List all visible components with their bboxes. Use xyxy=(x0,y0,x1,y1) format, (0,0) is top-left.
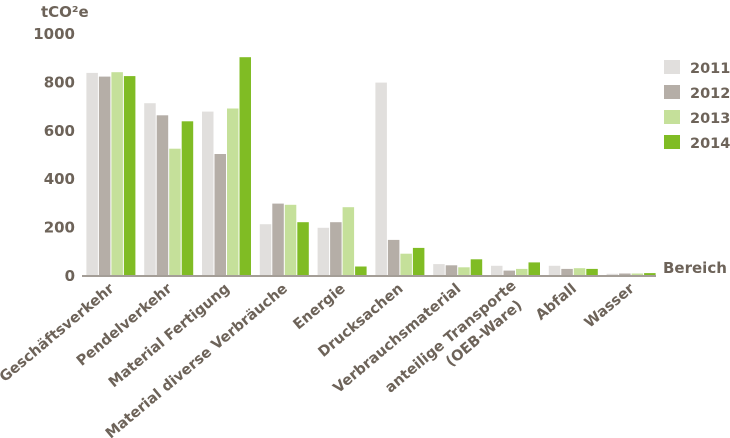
y-tick-label: 0 xyxy=(65,267,75,285)
bar-2012 xyxy=(561,268,573,275)
legend-swatch-2012 xyxy=(664,85,680,99)
bar-2011 xyxy=(433,264,445,275)
legend-label-2013: 2013 xyxy=(690,111,730,127)
bar-2014 xyxy=(412,247,425,275)
x-category-label: Abfall xyxy=(533,281,580,324)
bar-2013 xyxy=(516,268,528,275)
bar-2012 xyxy=(98,76,111,275)
bar-2013 xyxy=(458,267,470,275)
y-tick-label: 800 xyxy=(44,73,75,91)
y-tick-label: 1000 xyxy=(33,25,75,43)
bar-2011 xyxy=(86,72,98,276)
legend-swatch-2013 xyxy=(664,110,680,124)
legend-label-2012: 2012 xyxy=(690,86,730,102)
x-category-label: Geschäftsverkehr xyxy=(0,280,118,385)
bar-2014 xyxy=(239,57,251,276)
x-axis-label: Bereich xyxy=(663,259,727,277)
bar-2011 xyxy=(259,224,272,275)
bar-2012 xyxy=(330,222,342,275)
y-tick-label: 600 xyxy=(44,122,75,140)
bar-2012 xyxy=(156,115,169,275)
bar-2013 xyxy=(342,207,355,275)
y-axis-ticks: 0 200 400 600 800 1000 xyxy=(33,25,75,285)
bar-2014 xyxy=(297,222,309,275)
bar-2011 xyxy=(375,82,387,275)
y-axis-unit-label: tCO²e xyxy=(41,3,89,21)
bar-2013 xyxy=(111,72,123,275)
bar-2014 xyxy=(181,121,194,275)
bar-2012 xyxy=(272,203,284,275)
x-category-label: Energie xyxy=(291,281,349,333)
bar-2013 xyxy=(400,253,412,275)
x-category-label: Pendelverkehr xyxy=(74,280,176,369)
bar-2012 xyxy=(619,273,631,275)
bar-2011 xyxy=(144,103,156,275)
legend-swatch-2011 xyxy=(664,60,680,74)
legend-swatch-2014 xyxy=(664,135,680,149)
legend-label-2011: 2011 xyxy=(690,61,730,77)
bar-2011 xyxy=(202,111,214,275)
bar-2011 xyxy=(491,265,503,275)
bar-2014 xyxy=(355,266,367,275)
bar-2011 xyxy=(548,265,561,275)
y-tick-label: 400 xyxy=(44,170,75,188)
bar-2012 xyxy=(387,239,400,275)
legend-label-2014: 2014 xyxy=(690,136,730,152)
y-tick-label: 200 xyxy=(44,219,75,237)
bar-2014 xyxy=(528,262,540,275)
bar-2011 xyxy=(606,273,619,275)
bar-2011 xyxy=(317,227,330,275)
legend: 2011 2012 2013 2014 xyxy=(664,60,730,152)
bar-2013 xyxy=(573,268,586,275)
bar-2012 xyxy=(503,270,515,275)
bar-2013 xyxy=(169,148,181,275)
bar-2014 xyxy=(470,259,483,275)
bar-2014 xyxy=(123,76,136,275)
bar-group xyxy=(86,57,656,276)
bar-2013 xyxy=(284,204,297,275)
bar-2012 xyxy=(214,154,226,275)
bar-2013 xyxy=(227,108,239,275)
bar-2012 xyxy=(445,265,458,275)
bar-2014 xyxy=(586,268,598,275)
bar-2013 xyxy=(631,273,644,275)
x-category-label: Wasser xyxy=(582,280,639,331)
bar-2014 xyxy=(644,273,656,275)
